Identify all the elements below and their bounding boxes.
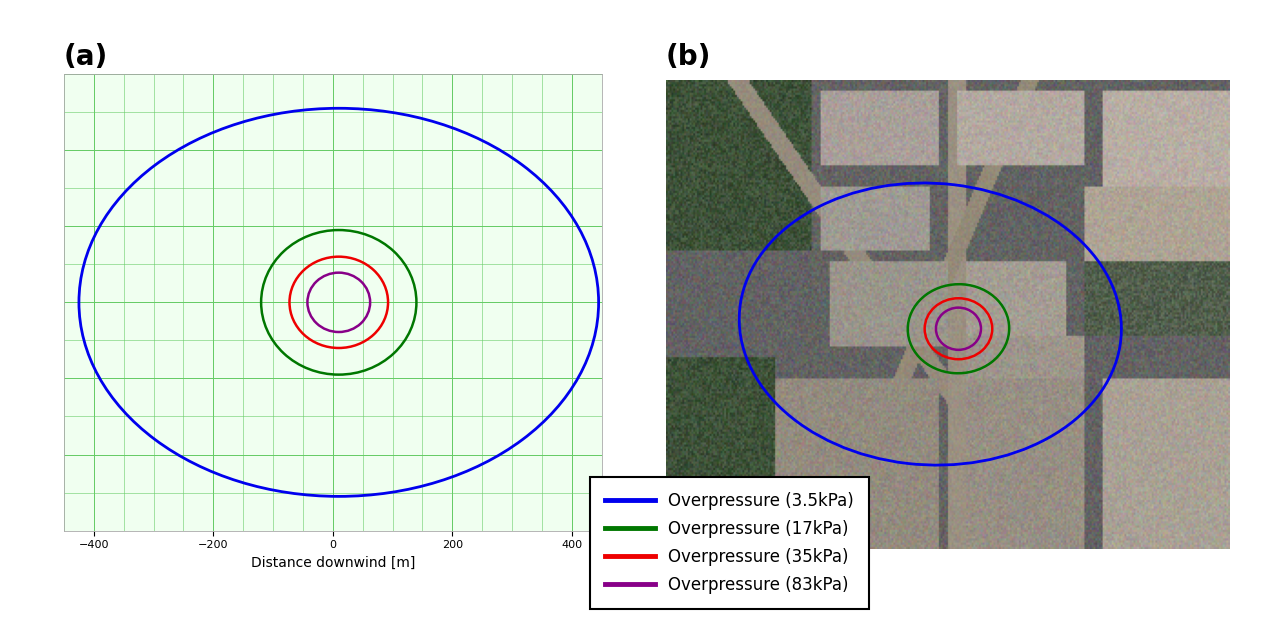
Text: (a): (a) [64, 43, 109, 71]
Legend: Overpressure (3.5kPa), Overpressure (17kPa), Overpressure (35kPa), Overpressure : Overpressure (3.5kPa), Overpressure (17k… [590, 477, 869, 609]
X-axis label: Distance downwind [m]: Distance downwind [m] [251, 556, 415, 570]
Text: (b): (b) [666, 43, 710, 71]
